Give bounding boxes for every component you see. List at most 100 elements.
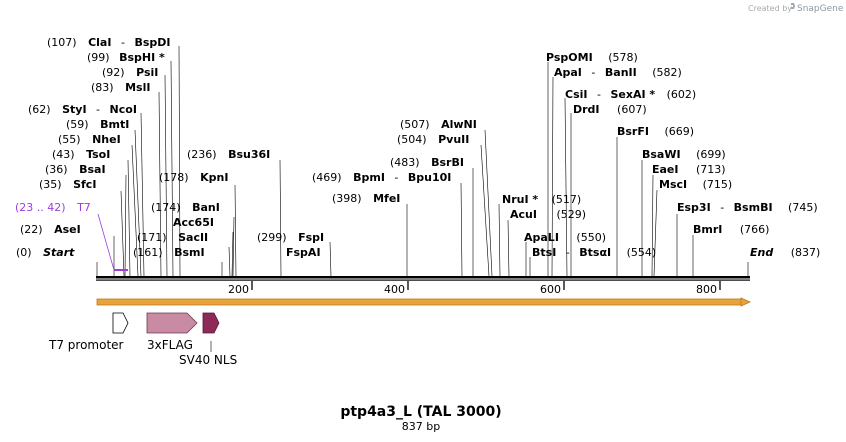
site-label-btsi-btsai[interactable]: BtsI - BtsαI (554) bbox=[532, 246, 656, 259]
site-separator: - bbox=[96, 103, 100, 116]
site-position: (529) bbox=[556, 208, 586, 221]
site-position: (0) bbox=[16, 246, 32, 259]
site-label-pspomi[interactable]: PspOMI (578) bbox=[546, 51, 638, 64]
site-label-fspai[interactable]: FspAI bbox=[286, 246, 321, 259]
site-position: (578) bbox=[608, 51, 638, 64]
site-label-sfci[interactable]: (35) SfcI bbox=[39, 178, 96, 191]
site-separator: - bbox=[394, 171, 398, 184]
site-position: (55) bbox=[58, 133, 81, 146]
cut-site-lines bbox=[96, 45, 749, 277]
site-position: (554) bbox=[627, 246, 657, 259]
site-label-bsu36i[interactable]: (236) Bsu36I bbox=[187, 148, 270, 161]
site-position: (299) bbox=[257, 231, 287, 244]
orf-bar[interactable] bbox=[96, 298, 742, 306]
site-label-acui[interactable]: AcuI (529) bbox=[510, 208, 586, 221]
brand-text: SnapGene bbox=[797, 4, 844, 14]
site-name: KpnI bbox=[200, 171, 228, 184]
site-position: (507) bbox=[400, 118, 430, 131]
site-label-csii-sexai[interactable]: CsiI - SexAI * (602) bbox=[565, 88, 696, 101]
site-label-acc65i[interactable]: Acc65I bbox=[173, 216, 214, 229]
site-position: (36) bbox=[45, 163, 68, 176]
site-position: (504) bbox=[397, 133, 427, 146]
site-label-nhei[interactable]: (55) NheI bbox=[58, 133, 121, 146]
site-name: End bbox=[750, 246, 773, 259]
site-label-bani[interactable]: (174) BanI bbox=[151, 201, 220, 214]
site-position: (715) bbox=[703, 178, 733, 191]
site-label-kpni[interactable]: (178) KpnI bbox=[159, 171, 228, 184]
site-label-sacii[interactable]: (171) SacII bbox=[137, 231, 208, 244]
site-label-bsai[interactable]: (36) BsaI bbox=[45, 163, 106, 176]
site-label-bsawi[interactable]: BsaWI (699) bbox=[642, 148, 726, 161]
site-label-apali[interactable]: ApaLI (550) bbox=[524, 231, 606, 244]
site-label-mfei[interactable]: (398) MfeI bbox=[332, 192, 400, 205]
site-name: BsmI bbox=[174, 246, 205, 259]
site-name: Bsu36I bbox=[228, 148, 270, 161]
site-name: BmrI bbox=[693, 223, 722, 236]
site-name: BsaI bbox=[79, 163, 105, 176]
site-name: PsiI bbox=[136, 66, 158, 79]
site-label-bsrbi[interactable]: (483) BsrBI bbox=[390, 156, 464, 169]
site-position: (22) bbox=[20, 223, 43, 236]
flag-arrow[interactable] bbox=[146, 312, 198, 334]
site-name: SfcI bbox=[73, 178, 96, 191]
tick-label-200: 200 bbox=[228, 283, 249, 296]
site-label-tsoi[interactable]: (43) TsoI bbox=[52, 148, 110, 161]
site-label-asei[interactable]: (22) AseI bbox=[20, 223, 81, 236]
orf-arrowhead-icon bbox=[740, 297, 751, 307]
site-position: (171) bbox=[137, 231, 167, 244]
site-name: MscI bbox=[659, 178, 687, 191]
sv40-nls-arrow[interactable] bbox=[202, 312, 220, 334]
site-name-2: BtsαI bbox=[579, 246, 611, 259]
site-label-eaei[interactable]: EaeI (713) bbox=[652, 163, 726, 176]
site-label-bmri[interactable]: BmrI (766) bbox=[693, 223, 769, 236]
site-position: (483) bbox=[390, 156, 420, 169]
site-label-clai-bspdi[interactable]: (107) ClaI - BspDI bbox=[47, 36, 170, 49]
site-label-pvuii[interactable]: (504) PvuII bbox=[397, 133, 469, 146]
site-position: (62) bbox=[28, 103, 51, 116]
site-label-msci[interactable]: MscI (715) bbox=[659, 178, 732, 191]
site-label-bpmi-bpu10i[interactable]: (469) BpmI - Bpu10I bbox=[312, 171, 451, 184]
site-label-esp3i-bsmbi[interactable]: Esp3I - BsmBI (745) bbox=[677, 201, 818, 214]
site-label-bsphi[interactable]: (99) BspHI * bbox=[87, 51, 165, 64]
site-separator: - bbox=[597, 88, 601, 101]
t7-promoter-arrow[interactable] bbox=[112, 312, 129, 334]
site-separator: - bbox=[121, 36, 125, 49]
site-name: CsiI bbox=[565, 88, 587, 101]
site-label-msli[interactable]: (83) MslI bbox=[91, 81, 150, 94]
site-label-styi-ncoi[interactable]: (62) StyI - NcoI bbox=[28, 103, 137, 116]
site-label-fspi[interactable]: (299) FspI bbox=[257, 231, 324, 244]
site-position: (59) bbox=[66, 118, 89, 131]
site-label-psii[interactable]: (92) PsiI bbox=[102, 66, 158, 79]
site-name-2: BspDI bbox=[134, 36, 170, 49]
site-position: (745) bbox=[788, 201, 818, 214]
primer-name: T7 bbox=[76, 201, 91, 214]
primer-leader-line bbox=[97, 213, 115, 271]
site-label-nrui[interactable]: NruI * (517) bbox=[502, 193, 581, 206]
site-name: BsrBI bbox=[431, 156, 464, 169]
site-label-drdi[interactable]: DrdI (607) bbox=[573, 103, 647, 116]
site-position: (174) bbox=[151, 201, 181, 214]
site-name: BsaWI bbox=[642, 148, 681, 161]
site-position: (236) bbox=[187, 148, 217, 161]
site-label-bsrfi[interactable]: BsrFI (669) bbox=[617, 125, 694, 138]
site-name: ClaI bbox=[88, 36, 111, 49]
site-label-end[interactable]: End (837) bbox=[750, 246, 820, 259]
ruler-ticks bbox=[251, 281, 721, 290]
site-label-bmti[interactable]: (59) BmtI bbox=[66, 118, 129, 131]
primer-position: (23 .. 42) bbox=[15, 201, 66, 214]
site-label-start[interactable]: (0) Start bbox=[16, 246, 75, 259]
site-name: BspHI * bbox=[119, 51, 165, 64]
tick-label-800: 800 bbox=[696, 283, 717, 296]
site-position: (469) bbox=[312, 171, 342, 184]
site-name: BanI bbox=[192, 201, 220, 214]
site-label-alwni[interactable]: (507) AlwNI bbox=[400, 118, 477, 131]
site-label-apai-banii[interactable]: ApaI - BanII (582) bbox=[554, 66, 682, 79]
primer-label-t7[interactable]: (23 .. 42) T7 bbox=[15, 201, 91, 214]
tick-label-400: 400 bbox=[384, 283, 405, 296]
site-label-bsmi[interactable]: (161) BsmI bbox=[133, 246, 205, 259]
site-name: Start bbox=[43, 246, 75, 259]
credit-text: Created by bbox=[748, 4, 792, 13]
site-name: MslI bbox=[125, 81, 150, 94]
site-position: (398) bbox=[332, 192, 362, 205]
